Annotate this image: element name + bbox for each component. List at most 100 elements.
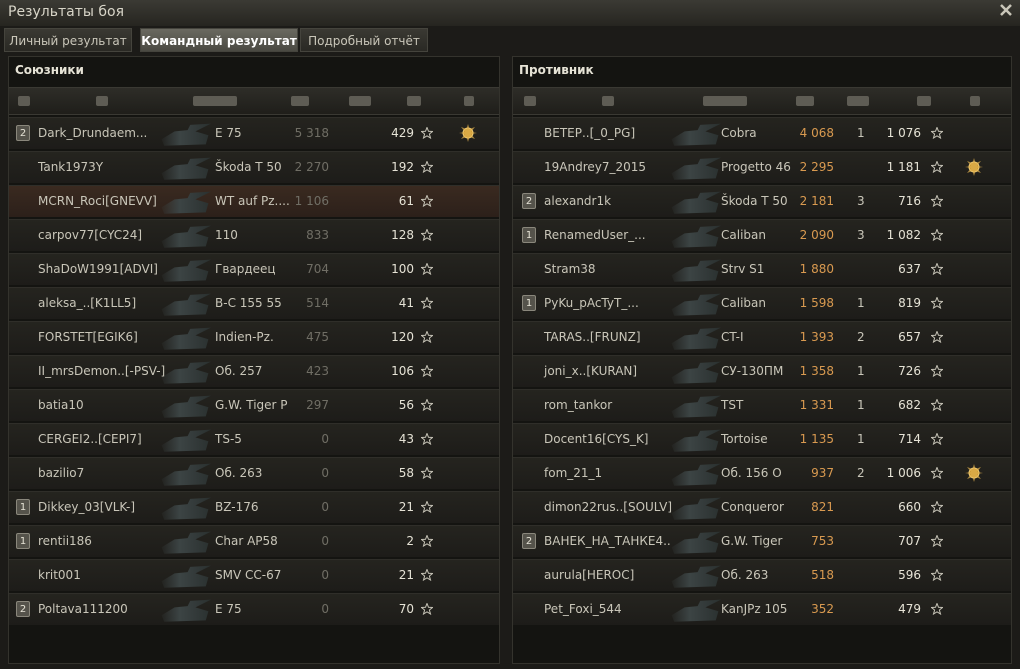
column-icon [96, 96, 108, 106]
xp-star-icon [421, 229, 433, 241]
player-row: 19Andrey7_2015 Progetto 46 2 295 1 181 [513, 151, 1011, 183]
xp-star-icon [421, 501, 433, 513]
experience: 1 006 [886, 466, 921, 480]
xp-star-icon [931, 535, 943, 547]
damage: 1 331 [799, 398, 834, 412]
experience: 1 181 [886, 160, 921, 174]
damage: 753 [811, 534, 834, 548]
player-row: II_mrsDemon..[-PSV-] Об. 257 423 106 [9, 355, 499, 387]
kills: 1 [857, 432, 865, 446]
player-name: 19Andrey7_2015 [544, 160, 647, 174]
player-name: joni_x..[KURAN] [544, 364, 638, 378]
xp-star-icon [931, 297, 943, 309]
vehicle-name: 110 [215, 228, 238, 242]
kills: 2 [857, 466, 865, 480]
vehicle-name: CT-I [721, 330, 744, 344]
xp-star-icon [931, 501, 943, 513]
player-row: 2 Dark_Drundaem... E 75 5 318 429 [9, 117, 499, 149]
vehicle-image [161, 497, 211, 520]
xp-star-icon [421, 467, 433, 479]
vehicle-name: Conqueror [721, 500, 784, 514]
kills: 1 [857, 398, 865, 412]
vehicle-name: TST [721, 398, 744, 412]
player-row: krit001 SMV CC-67 0 21 [9, 559, 499, 591]
player-row: FORSTET[EGIK6] Indien-Pz. 475 120 [9, 321, 499, 353]
player-row: carpov77[CYC24] 110 833 128 [9, 219, 499, 251]
xp-star-icon [931, 263, 943, 275]
tab[interactable]: Личный результат [4, 28, 132, 52]
xp-star-icon [421, 297, 433, 309]
player-name: bazilio7 [38, 466, 85, 480]
damage: 1 393 [799, 330, 834, 344]
player-row: ShaDoW1991[ADVI] Гвардеец 704 100 [9, 253, 499, 285]
vehicle-image [671, 123, 721, 146]
vehicle-image [671, 565, 721, 588]
xp-star-icon [421, 365, 433, 377]
damage: 2 295 [799, 160, 834, 174]
vehicle-image [671, 463, 721, 486]
vehicle-name: Об. 156 О [721, 466, 782, 480]
player-row: ВЕТЕР..[_0_PG] Cobra 4 068 1 1 076 [513, 117, 1011, 149]
xp-star-icon [421, 331, 433, 343]
vehicle-image [161, 225, 211, 248]
vehicle-name: Strv S1 [721, 262, 765, 276]
vehicle-image [671, 531, 721, 554]
player-name: Docent16[CYS_K] [544, 432, 649, 446]
kills: 1 [857, 126, 865, 140]
kills: 3 [857, 194, 865, 208]
vehicle-name: Škoda T 50 [215, 160, 282, 174]
experience: 1 076 [886, 126, 921, 140]
window-title: Результаты боя [8, 4, 124, 20]
vehicle-name: TS-5 [215, 432, 242, 446]
experience: 70 [398, 602, 414, 616]
vehicle-name: Progetto 46 [721, 160, 791, 174]
player-name: ВАНЕК_НА_ТАНКЕ4.. [544, 534, 671, 548]
close-button[interactable] [998, 2, 1014, 18]
damage: 514 [306, 296, 329, 310]
experience: 726 [898, 364, 921, 378]
vehicle-image [161, 429, 211, 452]
vehicle-image [161, 599, 211, 622]
achievement-medal [965, 464, 983, 482]
vehicle-name: G.W. Tiger [721, 534, 783, 548]
column-icon [703, 96, 747, 106]
team-panel: Союзники 2 Dark_Drundaem... E 75 5 318 429 Tan… [8, 56, 500, 664]
vehicle-image [671, 225, 721, 248]
xp-star-icon [421, 433, 433, 445]
damage: 937 [811, 466, 834, 480]
column-icon [18, 96, 30, 106]
vehicle-name: Об. 263 [215, 466, 263, 480]
vehicle-name: Caliban [721, 228, 766, 242]
experience: 707 [898, 534, 921, 548]
player-name: rom_tankor [544, 398, 613, 412]
vehicle-image [671, 327, 721, 350]
player-name: Dikkey_03[VLK-] [38, 500, 135, 514]
experience: 56 [398, 398, 414, 412]
player-row: MCRN_Roci[GNEVV] WT auf Pz.... 1 106 61 [9, 185, 499, 217]
tab[interactable]: Подробный отчёт [300, 28, 428, 52]
experience: 41 [398, 296, 414, 310]
player-name: Poltava111200 [38, 602, 128, 616]
player-name: ВЕТЕР..[_0_PG] [544, 126, 636, 140]
damage: 1 135 [799, 432, 834, 446]
column-icon [464, 96, 474, 106]
platoon-number: 1 [522, 227, 536, 243]
experience: 429 [391, 126, 414, 140]
xp-star-icon [421, 127, 433, 139]
experience: 192 [391, 160, 414, 174]
vehicle-name: Об. 263 [721, 568, 769, 582]
damage: 1 880 [799, 262, 834, 276]
damage: 475 [306, 330, 329, 344]
player-name: aurula[HEROC] [544, 568, 635, 582]
player-name: RenamedUser_... [544, 228, 646, 242]
tab[interactable]: Командный результат [140, 28, 298, 52]
player-row: Tank1973Y Škoda T 50 2 270 192 [9, 151, 499, 183]
team-title: Союзники [15, 63, 84, 77]
experience: 2 [406, 534, 414, 548]
experience: 106 [391, 364, 414, 378]
vehicle-image [671, 191, 721, 214]
player-name: krit001 [38, 568, 81, 582]
damage: 833 [306, 228, 329, 242]
player-name: carpov77[CYC24] [38, 228, 143, 242]
xp-star-icon [421, 161, 433, 173]
